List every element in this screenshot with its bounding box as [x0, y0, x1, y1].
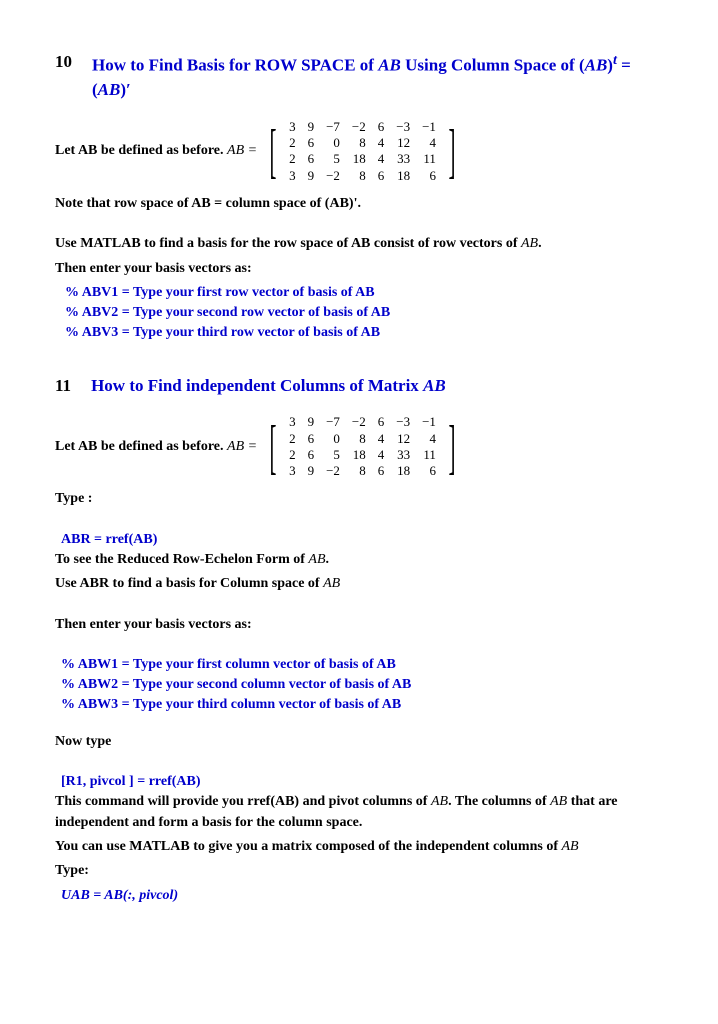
- r1-line: [R1, pivcol ] = rref(AB): [61, 772, 663, 792]
- basis-line-3: % ABV3 = Type your third row vector of b…: [65, 323, 663, 343]
- then-enter-text: Then enter your basis vectors as:: [55, 259, 663, 279]
- type2-label: Type:: [55, 861, 663, 881]
- you-can-text: You can use MATLAB to give you a matrix …: [55, 837, 663, 857]
- matrix-table: 39−7−26−3−1 26084124 2651843311 39−28618…: [283, 119, 442, 184]
- section-title-text: How to Find Basis for ROW SPACE of AB Us…: [92, 50, 663, 103]
- cmd-text: This command will provide you rref(AB) a…: [55, 792, 663, 833]
- abw-line-3: % ABW3 = Type your third column vector o…: [61, 695, 663, 715]
- use-matlab-text: Use MATLAB to find a basis for the row s…: [55, 234, 663, 254]
- section-number: 10: [55, 50, 72, 75]
- matrix-definition-11: Let AB be defined as before. AB = [ 39−7…: [55, 414, 663, 479]
- note-text: Note that row space of AB = column space…: [55, 194, 663, 214]
- then-enter-text-2: Then enter your basis vectors as:: [55, 615, 663, 635]
- section-number: 11: [55, 374, 71, 399]
- abw-line-2: % ABW2 = Type your second column vector …: [61, 675, 663, 695]
- matrix-11: [ 39−7−26−3−1 26084124 2651843311 39−286…: [263, 414, 462, 479]
- abw-line-1: % ABW1 = Type your first column vector o…: [61, 655, 663, 675]
- section-10-heading: 10 How to Find Basis for ROW SPACE of AB…: [55, 50, 663, 103]
- section-title-text: How to Find independent Columns of Matri…: [91, 374, 663, 399]
- to-see-text: To see the Reduced Row-Echelon Form of A…: [55, 550, 663, 570]
- uab-line: UAB = AB(:, pivcol): [61, 886, 663, 906]
- now-type-text: Now type: [55, 732, 663, 752]
- right-bracket: ]: [448, 422, 455, 472]
- basis-line-2: % ABV2 = Type your second row vector of …: [65, 303, 663, 323]
- matrix-table: 39−7−26−3−1 26084124 2651843311 39−28618…: [283, 414, 442, 479]
- type-label: Type :: [55, 489, 663, 509]
- matrix-10: [ 39−7−26−3−1 26084124 2651843311 39−286…: [263, 119, 462, 184]
- right-bracket: ]: [448, 126, 455, 176]
- section-11-heading: 11 How to Find independent Columns of Ma…: [55, 374, 663, 399]
- basis-line-1: % ABV1 = Type your first row vector of b…: [65, 283, 663, 303]
- abr-line: ABR = rref(AB): [61, 530, 663, 550]
- matrix-definition-10: Let AB be defined as before. AB = [ 39−7…: [55, 119, 663, 184]
- left-bracket: [: [270, 126, 277, 176]
- let-ab-text: Let AB be defined as before. AB =: [55, 141, 257, 161]
- use-abr-text: Use ABR to find a basis for Column space…: [55, 574, 663, 594]
- let-ab-text: Let AB be defined as before. AB =: [55, 437, 257, 457]
- left-bracket: [: [270, 422, 277, 472]
